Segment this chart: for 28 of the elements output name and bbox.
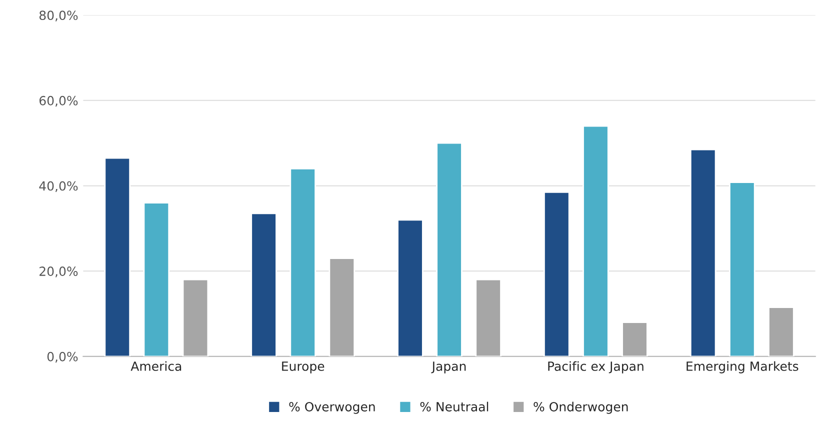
bar: [622, 322, 648, 356]
y-tick-label: 20,0%: [40, 266, 78, 278]
bar: [690, 148, 716, 356]
bar: [475, 278, 502, 356]
x-tick-label: Europe: [282, 362, 324, 374]
bar: [182, 278, 209, 356]
x-tick-label: America: [130, 361, 182, 371]
bar: [768, 306, 794, 356]
y-tick-label: 40,0%: [39, 181, 78, 192]
bar: [250, 212, 277, 356]
bar: [143, 202, 170, 356]
bar: [436, 142, 462, 356]
bar: [544, 191, 570, 356]
legend-label: % Onderwogen: [534, 402, 628, 414]
y-tick-label: 60,0%: [40, 96, 78, 107]
legend-label: % Neutraal: [420, 402, 488, 412]
x-tick-label: Pacific ex Japan: [548, 361, 644, 374]
bar: [328, 258, 356, 356]
bar: [729, 182, 756, 356]
bar: [582, 125, 609, 356]
x-tick-label: Emerging Markets: [686, 361, 798, 374]
y-tick-label: 0,0%: [47, 352, 78, 363]
bar: [290, 168, 316, 356]
legend-label: % Overwogen: [289, 402, 375, 414]
x-tick-label: Japan: [431, 362, 466, 374]
bar: [104, 157, 131, 356]
bar: [397, 219, 424, 356]
y-tick-label: 80,0%: [39, 10, 78, 22]
